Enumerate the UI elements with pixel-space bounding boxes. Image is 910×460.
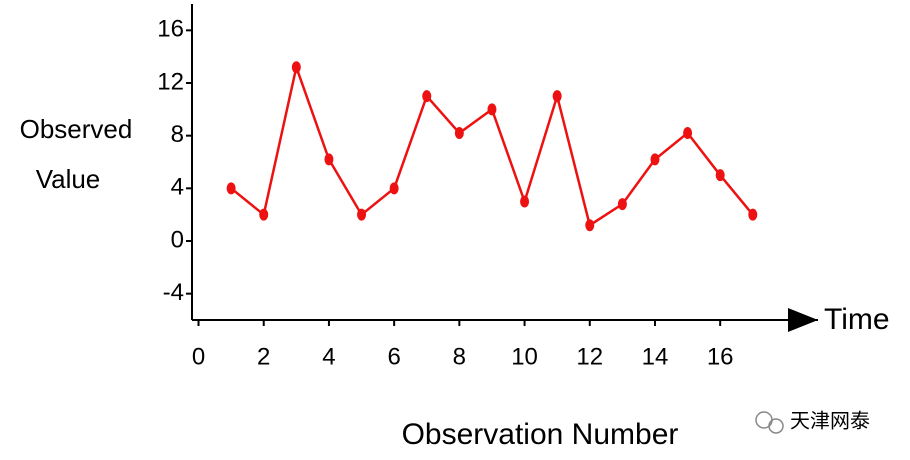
y-tick-label: 16: [157, 16, 184, 43]
x-tick-label: 8: [453, 343, 466, 370]
axis-arrow: [788, 308, 818, 332]
x-tick-label: 14: [642, 343, 669, 370]
axis-arrow-label: Time: [824, 303, 890, 336]
y-tick-label: 8: [171, 121, 184, 148]
watermark-icon: [755, 411, 784, 434]
point: [454, 127, 464, 140]
point: [715, 169, 725, 182]
x-tick-label: 10: [511, 343, 538, 370]
x-tick-label: 12: [576, 343, 603, 370]
point: [552, 90, 562, 103]
point: [520, 195, 530, 208]
y-tick-label: 12: [157, 68, 184, 95]
x-tick-label: 6: [387, 343, 400, 370]
point: [357, 208, 367, 221]
point: [683, 127, 693, 140]
y-label-line: Value: [36, 164, 101, 194]
point: [422, 90, 432, 103]
x-tick-label: 4: [322, 343, 335, 370]
point: [324, 153, 334, 166]
x-label: Observation Number: [402, 418, 679, 451]
point: [389, 182, 399, 195]
point: [748, 208, 758, 221]
y-tick-label: 4: [171, 174, 184, 201]
point: [226, 182, 236, 195]
y-tick-label: -4: [163, 279, 184, 306]
x-tick-label: 2: [257, 343, 270, 370]
point: [585, 219, 595, 232]
line: [230, 62, 754, 228]
y-label-line: Observed: [20, 114, 133, 144]
point: [617, 198, 627, 211]
x-tick-label: 16: [707, 343, 734, 370]
point: [650, 153, 660, 166]
y-tick-label: 0: [171, 226, 184, 253]
x-tick-label: 0: [192, 343, 205, 370]
point: [291, 61, 301, 74]
watermark: 天津网泰: [790, 409, 870, 432]
point: [259, 208, 269, 221]
point: [487, 103, 497, 116]
